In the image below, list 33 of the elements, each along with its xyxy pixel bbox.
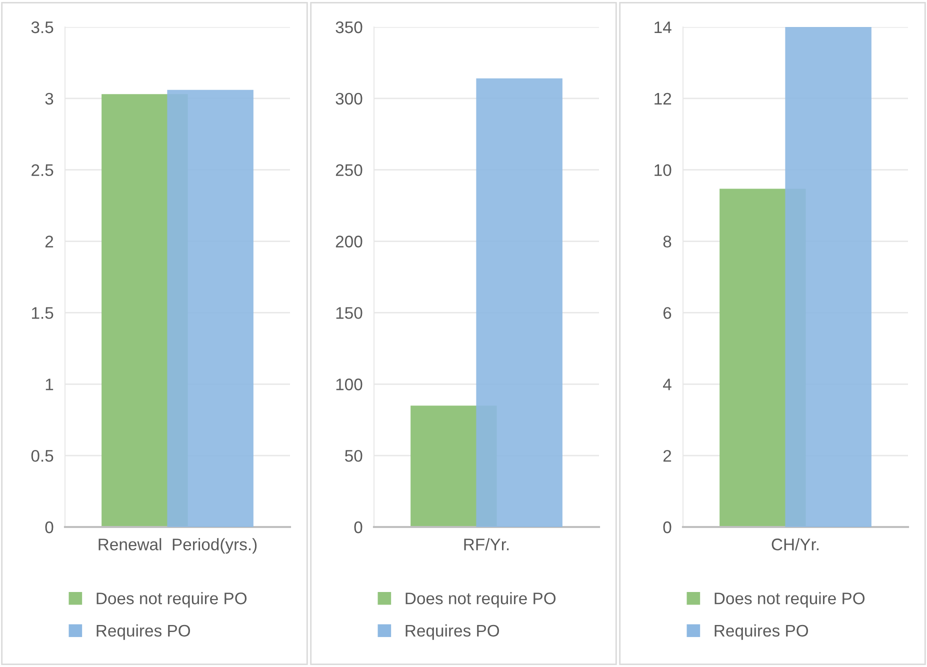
y-tick-label: 4 xyxy=(663,378,672,390)
y-tick-label: 2.5 xyxy=(32,164,54,176)
y-tick-label: 3.5 xyxy=(31,21,54,34)
y-tick-label: 350 xyxy=(336,21,362,34)
legend-label: Does not require PO xyxy=(406,592,556,608)
x-tick-label: CH/Yr. xyxy=(772,538,819,550)
y-tick-label: 300 xyxy=(336,92,362,105)
y-tick-label: 0 xyxy=(354,521,362,534)
y-tick-label: 14 xyxy=(654,22,672,34)
y-tick-label: 6 xyxy=(663,307,672,319)
legend-label: Requires PO xyxy=(96,624,190,640)
x-tick-label: Renewal Period(yrs.) xyxy=(98,538,257,554)
legend-label: Does not require PO xyxy=(96,592,247,608)
x-tick-label: RF/Yr. xyxy=(464,538,509,550)
legend-label: Requires PO xyxy=(406,624,500,640)
legend-label: Requires PO xyxy=(714,624,808,640)
y-tick-label: 3 xyxy=(45,92,54,105)
y-tick-label: 150 xyxy=(336,307,362,319)
y-tick-label: 0.5 xyxy=(31,450,54,462)
y-tick-label: 10 xyxy=(654,164,672,176)
y-tick-label: 250 xyxy=(336,164,362,176)
y-tick-label: 0 xyxy=(45,521,54,534)
y-tick-label: 1 xyxy=(46,378,54,390)
y-tick-label: 0 xyxy=(663,521,672,534)
y-tick-label: 2 xyxy=(45,236,54,248)
y-tick-label: 100 xyxy=(336,378,362,390)
y-tick-label: 1.5 xyxy=(32,307,54,319)
y-tick-label: 8 xyxy=(663,236,672,248)
y-tick-label: 200 xyxy=(336,236,362,248)
y-tick-label: 12 xyxy=(654,92,672,104)
legend-label: Does not require PO xyxy=(714,592,865,608)
y-tick-label: 50 xyxy=(345,450,362,462)
y-tick-label: 2 xyxy=(663,450,672,462)
